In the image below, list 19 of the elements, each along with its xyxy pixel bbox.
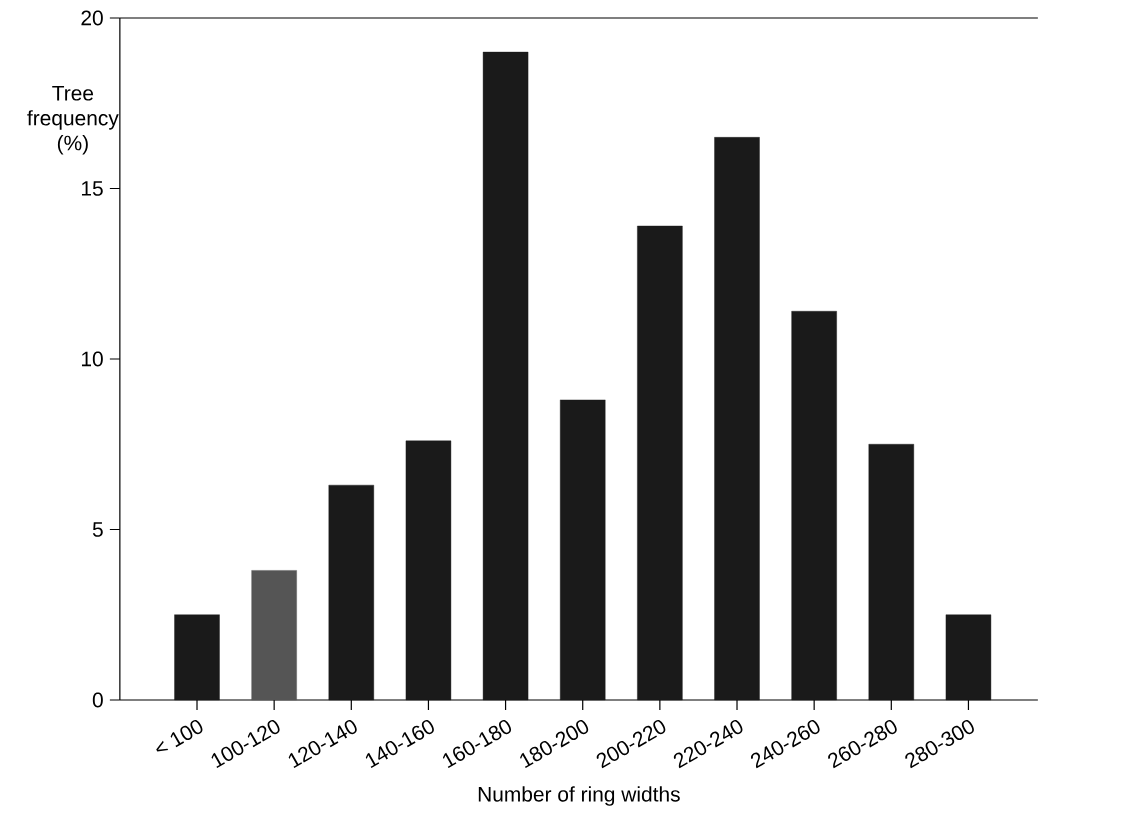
x-axis-title: Number of ring widths [478, 786, 680, 806]
x-tick-label: < 100 [156, 720, 203, 752]
bar [328, 484, 374, 701]
bar [482, 51, 529, 701]
bar [714, 137, 760, 701]
y-tick-label: 10 [81, 351, 103, 367]
y-tick-label: 5 [92, 522, 103, 537]
y-tick-label: 15 [81, 181, 103, 196]
bar [405, 440, 452, 701]
bar [251, 570, 297, 701]
y-tick-label: 0 [92, 692, 103, 708]
bar [945, 614, 992, 701]
bar [174, 614, 220, 701]
bar [560, 399, 606, 701]
bar [637, 225, 683, 701]
bar [868, 444, 914, 701]
y-tick-label: 20 [81, 10, 103, 26]
y-axis-title: Tree frequency (%) [27, 86, 119, 155]
bar [791, 311, 837, 701]
